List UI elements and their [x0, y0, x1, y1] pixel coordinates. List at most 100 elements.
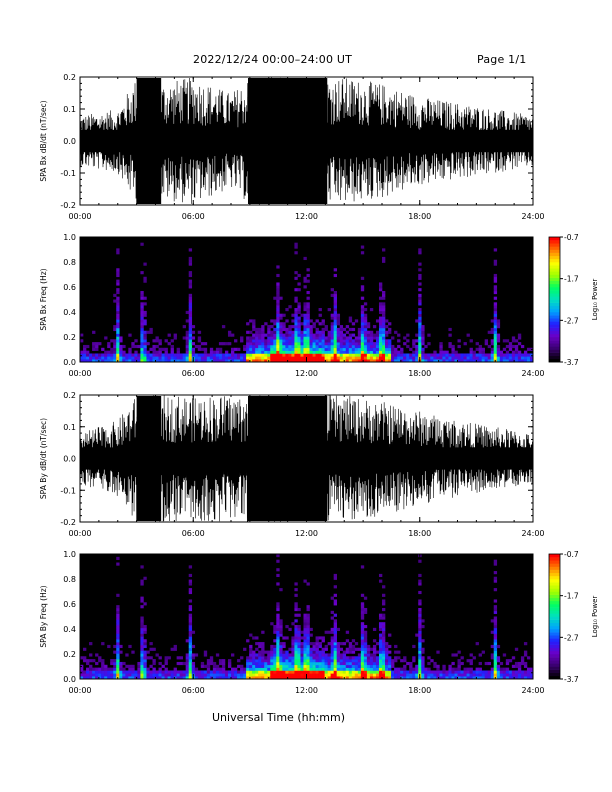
spectrogram-cell [318, 347, 322, 351]
spectrogram-cell [336, 664, 341, 668]
spectrogram-cell [357, 342, 362, 346]
spectrogram-cell [517, 336, 522, 340]
spectrogram-cell [481, 670, 485, 674]
spectrogram-cell [511, 664, 516, 668]
spectrogram-cell [327, 344, 331, 349]
spectrogram-cell [188, 619, 193, 623]
spectrogram-cell [478, 356, 482, 360]
spectrogram-cell [173, 336, 177, 340]
spectrogram-cell [457, 670, 461, 674]
spectrogram-cell [511, 336, 516, 340]
spectrogram-cell [182, 359, 186, 363]
spectrogram-cell [252, 319, 256, 323]
spectrogram-cell [363, 339, 368, 343]
spectrogram-cell [188, 650, 193, 654]
spectrogram-cell [291, 664, 295, 668]
spectrogram-cell [80, 333, 84, 337]
spectrogram-cell [391, 676, 395, 680]
spectrogram-cell [89, 356, 93, 360]
spectrogram-cell [493, 322, 498, 326]
spectrogram-cell [360, 356, 365, 360]
spectrogram-cell [273, 333, 277, 337]
spectrogram-cell [360, 347, 365, 351]
spectrogram-cell [505, 350, 510, 354]
spectrogram-cell [415, 353, 419, 357]
spectrogram-cell [445, 670, 449, 674]
spectrogram-cell [185, 673, 190, 677]
spectrogram-cell [194, 356, 199, 360]
spectrogram-cell [412, 356, 416, 360]
spectrogram-cell [318, 656, 322, 660]
spectrogram-cell [372, 350, 377, 354]
spectrogram-cell [128, 664, 132, 668]
spectrogram-cell [418, 248, 422, 252]
spectrogram-cell [122, 661, 126, 666]
spectrogram-cell [119, 670, 123, 674]
spectrogram-cell [143, 279, 147, 283]
spectrogram-cell [490, 656, 495, 660]
spectrogram-cell [294, 333, 298, 337]
spectrogram-cell [303, 276, 307, 280]
spectrogram-cell [83, 676, 87, 680]
spectrogram-cell [303, 673, 307, 677]
spectrogram-cell [475, 670, 479, 674]
spectrogram-cell [442, 673, 446, 677]
spectrogram-cell [439, 350, 443, 354]
spectrogram-cell [179, 676, 183, 680]
spectrogram-cell [261, 344, 265, 349]
spectrogram-cell [451, 661, 455, 666]
spectrogram-cell [406, 333, 410, 337]
spectrogram-cell [261, 661, 265, 666]
x-tick-label: 06:00 [182, 212, 205, 221]
spectrogram-cell [369, 673, 374, 677]
spectrogram-cell [143, 659, 147, 663]
spectrogram-cell [116, 664, 120, 668]
spectrogram-cell [249, 353, 253, 357]
spectrogram-cell [297, 302, 301, 306]
spectrogram-cell [101, 359, 105, 363]
spectrogram-cell [131, 342, 135, 346]
spectrogram-cell [98, 670, 102, 674]
spectrogram-cell [348, 359, 353, 363]
spectrogram-cell [324, 661, 328, 666]
spectrogram-cell [324, 339, 328, 343]
spectrogram-cell [348, 350, 353, 354]
spectrogram-cell [297, 630, 301, 634]
spectrogram-cell [339, 673, 344, 677]
spectrogram-cell [188, 607, 193, 612]
spectrogram-cell [116, 642, 120, 646]
spectrogram-cell [496, 353, 501, 357]
spectrogram-cell [415, 664, 419, 668]
spectrogram-cell [255, 356, 259, 360]
spectrogram-cell [252, 333, 256, 337]
spectrogram-cell [215, 676, 220, 680]
spectrogram-cell [291, 647, 295, 651]
spectrogram-cell [246, 656, 250, 660]
spectrogram-cell [276, 325, 280, 329]
spectrogram-cell [400, 670, 404, 674]
spectrogram-cell [188, 350, 193, 354]
spectrogram-cell [336, 656, 341, 660]
spectrogram-cell [279, 673, 283, 677]
spectrogram-cell [200, 356, 205, 360]
spectrogram-cell [378, 650, 383, 654]
spectrogram-cell [276, 310, 280, 314]
spectrogram-cell [98, 659, 102, 663]
spectrogram-cell [469, 359, 473, 363]
spectrogram-cell [300, 673, 304, 677]
spectrogram-cell [382, 356, 386, 360]
spectrogram-cell [113, 673, 117, 677]
spectrogram-cell [258, 642, 262, 646]
spectrogram-cell [478, 350, 482, 354]
spectrogram-cell [303, 279, 307, 283]
spectrogram-cell [170, 670, 174, 674]
spectrogram-cell [191, 661, 196, 666]
spectrogram-cell [143, 322, 147, 326]
spectrogram-cell [469, 676, 473, 680]
spectrogram-cell [360, 676, 365, 680]
spectrogram-cell [312, 673, 316, 677]
spectrogram-cell [427, 353, 431, 357]
spectrogram-cell [80, 356, 84, 360]
spectrogram-cell [200, 342, 205, 346]
spectrogram-cell [252, 667, 256, 671]
